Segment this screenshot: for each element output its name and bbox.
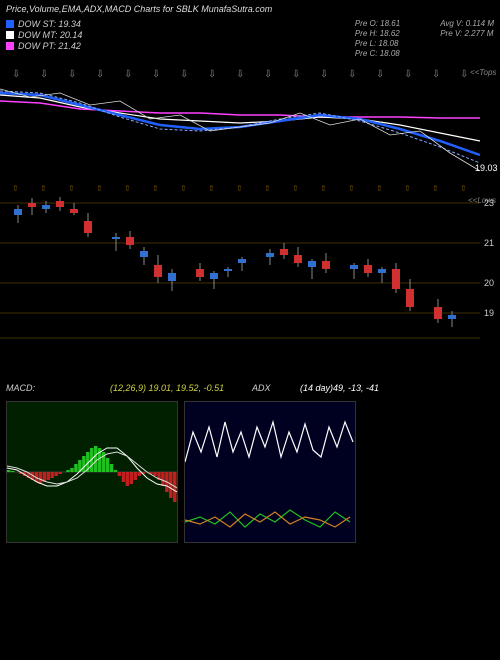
svg-text:⇧: ⇧: [12, 184, 19, 193]
svg-text:⇧: ⇧: [40, 184, 47, 193]
svg-text:⇧: ⇧: [320, 184, 327, 193]
svg-text:⇩: ⇩: [320, 69, 328, 80]
stats-right: Avg V: 0.114 MPre V: 2.277 M: [440, 18, 494, 59]
svg-text:19: 19: [484, 308, 494, 318]
svg-text:⇧: ⇧: [292, 184, 299, 193]
chart-title: Price,Volume,EMA,ADX,MACD Charts for SBL…: [6, 4, 494, 14]
adx-params: (14 day)49, -13, -41: [300, 383, 379, 393]
macd-params: (12,26,9) 19.01, 19.52, -0.51: [110, 383, 224, 393]
legend-item: DOW ST: 19.34: [6, 19, 355, 29]
svg-text:⇧: ⇧: [236, 184, 243, 193]
svg-text:20: 20: [484, 278, 494, 288]
svg-text:⇩: ⇩: [68, 69, 76, 80]
svg-text:⇧: ⇧: [348, 184, 355, 193]
svg-text:⇧: ⇧: [152, 184, 159, 193]
svg-text:⇧: ⇧: [68, 184, 75, 193]
svg-text:19.03: 19.03: [475, 163, 498, 173]
svg-text:⇩: ⇩: [12, 69, 20, 80]
svg-text:⇧: ⇧: [404, 184, 411, 193]
svg-text:⇩: ⇩: [208, 69, 216, 80]
svg-text:⇩: ⇩: [40, 69, 48, 80]
legend-text: DOW MT: 20.14: [18, 30, 82, 40]
svg-text:⇩: ⇩: [124, 69, 132, 80]
legend-swatch: [6, 20, 14, 28]
stats-block: Pre O: 18.61Pre H: 18.62Pre L: 18.08Pre …: [355, 18, 494, 59]
svg-text:⇩: ⇩: [404, 69, 412, 80]
svg-text:23: 23: [484, 198, 494, 208]
top-axis: ⇩⇩⇩⇩⇩⇩⇩⇩⇩⇩⇩⇩⇩⇩⇩⇩⇩<<Tops: [0, 63, 500, 83]
candle-panel: <<Lows23212019: [0, 193, 500, 383]
macd-panel: [6, 401, 178, 543]
legend-item: DOW PT: 21.42: [6, 41, 355, 51]
legend-text: DOW PT: 21.42: [18, 41, 81, 51]
svg-text:⇧: ⇧: [376, 184, 383, 193]
svg-text:21: 21: [484, 238, 494, 248]
stats-left: Pre O: 18.61Pre H: 18.62Pre L: 18.08Pre …: [355, 18, 400, 59]
svg-text:⇧: ⇧: [460, 184, 467, 193]
legend-text: DOW ST: 19.34: [18, 19, 81, 29]
svg-text:⇧: ⇧: [208, 184, 215, 193]
svg-text:⇩: ⇩: [96, 69, 104, 80]
legend-item: DOW MT: 20.14: [6, 30, 355, 40]
svg-text:⇩: ⇩: [292, 69, 300, 80]
svg-text:⇩: ⇩: [348, 69, 356, 80]
adx-label: ADX: [252, 383, 271, 393]
svg-text:⇩: ⇩: [152, 69, 160, 80]
legend-swatch: [6, 42, 14, 50]
chart-header: Price,Volume,EMA,ADX,MACD Charts for SBL…: [0, 0, 500, 63]
svg-text:⇧: ⇧: [264, 184, 271, 193]
svg-text:⇩: ⇩: [264, 69, 272, 80]
svg-text:⇩: ⇩: [180, 69, 188, 80]
legend: DOW ST: 19.34DOW MT: 20.14DOW PT: 21.42: [6, 18, 355, 59]
svg-text:⇧: ⇧: [180, 184, 187, 193]
adx-panel: [184, 401, 356, 543]
svg-text:⇩: ⇩: [376, 69, 384, 80]
svg-text:⇧: ⇧: [432, 184, 439, 193]
svg-text:⇩: ⇩: [236, 69, 244, 80]
macd-label: MACD:: [6, 383, 35, 393]
ema-panel: 19.03 ⇧ ⇧ ⇧ ⇧ ⇧ ⇧ ⇧ ⇧ ⇧ ⇧ ⇧ ⇧ ⇧ ⇧ ⇧ ⇧ ⇧: [0, 83, 500, 193]
svg-text:⇧: ⇧: [96, 184, 103, 193]
svg-text:⇩: ⇩: [460, 69, 468, 80]
svg-text:<<Tops: <<Tops: [470, 68, 496, 77]
svg-text:⇩: ⇩: [432, 69, 440, 80]
svg-text:⇧: ⇧: [124, 184, 131, 193]
legend-swatch: [6, 31, 14, 39]
